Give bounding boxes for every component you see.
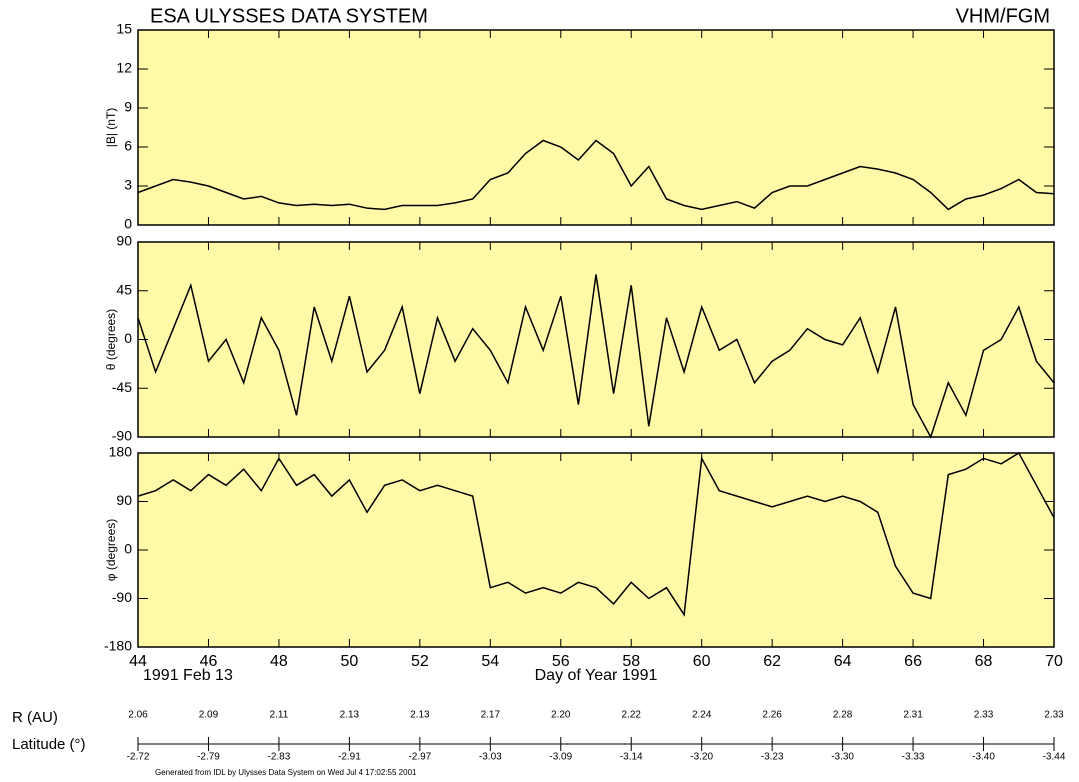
r-value: 2.20	[551, 710, 571, 721]
chart-title: ESA ULYSSES DATA SYSTEM	[150, 5, 428, 27]
latitude-value: -3.33	[902, 752, 925, 763]
latitude-value: -3.44	[1043, 752, 1066, 763]
latitude-value: -3.20	[690, 752, 713, 763]
latitude-value: -2.91	[338, 752, 361, 763]
r-value: 2.33	[974, 710, 994, 721]
r-value: 2.28	[833, 710, 853, 721]
y-tick-label: 45	[116, 281, 132, 297]
y-tick-label: 0	[124, 216, 132, 232]
y-tick-label: 9	[124, 99, 132, 115]
y-tick-label: -45	[112, 379, 132, 395]
x-tick-label: 50	[340, 653, 358, 670]
panel-frame	[137, 241, 1055, 438]
y-tick-label: 0	[124, 541, 132, 557]
r-value: 2.22	[621, 710, 641, 721]
y-tick-label: -90	[112, 589, 132, 605]
x-tick-label: 56	[552, 653, 570, 670]
y-tick-label: 3	[124, 177, 132, 193]
r-value: 2.13	[410, 710, 430, 721]
latitude-value: -3.30	[831, 752, 854, 763]
y-tick-label: 180	[109, 444, 133, 460]
r-value: 2.17	[481, 710, 501, 721]
x-tick-label: 70	[1045, 653, 1063, 670]
latitude-value: -2.79	[197, 752, 220, 763]
y-axis-label: |B| (nT)	[104, 108, 118, 148]
x-tick-label: 66	[904, 653, 922, 670]
x-tick-label: 64	[834, 653, 852, 670]
instrument-label: VHM/FGM	[956, 5, 1050, 27]
data-line	[137, 139, 1055, 211]
y-tick-label: 12	[116, 60, 132, 76]
x-tick-label: 44	[129, 653, 147, 670]
y-tick-label: 15	[116, 21, 132, 37]
y-axis-label: φ (degrees)	[104, 519, 118, 581]
y-axis-label: θ (degrees)	[104, 309, 118, 370]
start-date: 1991 Feb 13	[143, 667, 233, 684]
r-value: 2.33	[1044, 710, 1064, 721]
latitude-value: -3.40	[972, 752, 995, 763]
y-tick-label: 6	[124, 138, 132, 154]
footer: Generated from IDL by Ulysses Data Syste…	[155, 768, 417, 777]
panel-background	[138, 30, 1054, 225]
r-value: 2.06	[128, 710, 148, 721]
x-tick-label: 54	[481, 653, 499, 670]
data-line	[137, 451, 1055, 617]
r-value: 2.09	[199, 710, 219, 721]
r-value: 2.11	[270, 710, 289, 721]
r-value: 2.13	[340, 710, 360, 721]
x-tick-label: 68	[975, 653, 993, 670]
x-tick-label: 62	[763, 653, 781, 670]
panel-frame	[137, 29, 1055, 226]
x-tick-label: 46	[200, 653, 218, 670]
y-tick-label: 90	[116, 233, 132, 249]
x-tick-label: 52	[411, 653, 429, 670]
latitude-value: -3.23	[761, 752, 784, 763]
latitude-label: Latitude (°)	[12, 736, 86, 753]
x-tick-label: 60	[693, 653, 711, 670]
x-tick-label: 58	[622, 653, 640, 670]
y-tick-label: 90	[116, 492, 132, 508]
r-value: 2.26	[762, 710, 782, 721]
r-value: 2.24	[692, 710, 712, 721]
latitude-value: -2.83	[268, 752, 291, 763]
latitude-value: -3.14	[620, 752, 643, 763]
latitude-value: -2.72	[127, 752, 150, 763]
latitude-value: -3.09	[549, 752, 572, 763]
x-axis-label: Day of Year 1991	[535, 667, 658, 684]
r-label: R (AU)	[12, 709, 58, 726]
data-line	[137, 274, 1055, 439]
panel-frame	[137, 452, 1055, 648]
r-value: 2.31	[903, 710, 923, 721]
latitude-value: -3.03	[479, 752, 502, 763]
panel-background	[138, 453, 1054, 647]
y-tick-label: -180	[104, 638, 132, 654]
x-tick-label: 48	[270, 653, 288, 670]
y-tick-label: -90	[112, 428, 132, 444]
y-tick-label: 0	[124, 330, 132, 346]
latitude-value: -2.97	[408, 752, 431, 763]
panel-background	[138, 242, 1054, 437]
